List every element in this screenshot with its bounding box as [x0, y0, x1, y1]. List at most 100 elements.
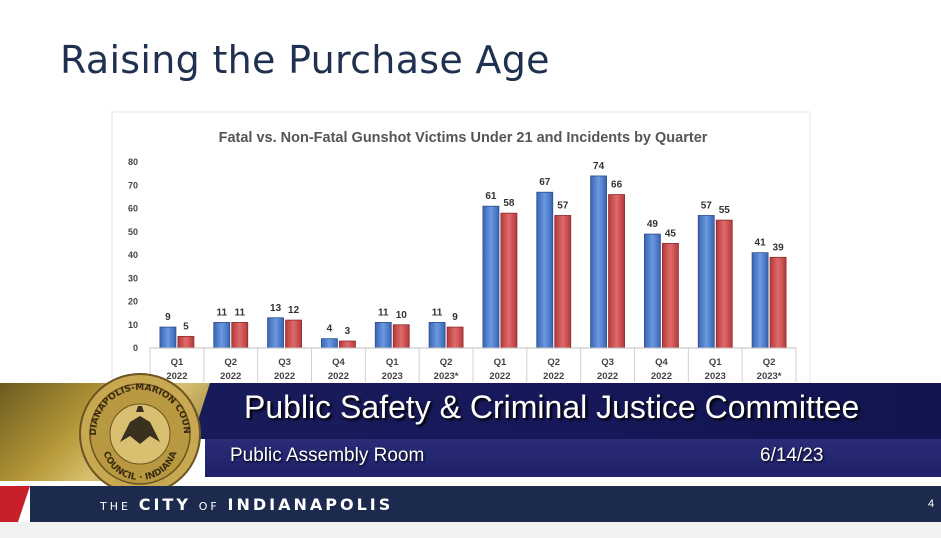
date-label: 6/14/23	[760, 445, 824, 466]
y-tick-label: 10	[128, 320, 138, 330]
bar-red	[177, 335, 195, 349]
data-label: 66	[611, 180, 623, 191]
room-label: Public Assembly Room	[230, 445, 425, 466]
wordmark-city: CITY	[138, 495, 191, 514]
data-label: 11	[378, 307, 389, 318]
x-tick-label-quarter: Q2	[547, 357, 560, 368]
bar-red	[662, 242, 679, 349]
y-tick-label: 20	[128, 297, 138, 307]
x-tick-label-quarter: Q2	[440, 357, 453, 368]
data-label: 5	[183, 321, 189, 332]
y-tick-label: 30	[128, 273, 138, 283]
bar-red	[392, 324, 410, 349]
x-tick-label-quarter: Q2	[763, 357, 776, 368]
bar-blue	[482, 205, 500, 349]
data-label: 12	[288, 305, 300, 316]
x-tick-label-quarter: Q1	[171, 357, 184, 368]
data-label: 11	[234, 307, 245, 318]
bar-red	[339, 340, 356, 349]
data-label: 57	[701, 200, 713, 211]
bars	[159, 175, 787, 349]
bar-red	[715, 219, 733, 349]
banner-bottom-band	[205, 439, 941, 477]
x-tick-label-quarter: Q1	[494, 357, 507, 368]
bar-red	[285, 319, 302, 349]
y-tick-label: 40	[128, 250, 138, 260]
footer-bar	[30, 486, 941, 522]
bar-red	[446, 326, 464, 349]
x-tick-label-year: 2023*	[434, 371, 459, 382]
bar-blue	[321, 338, 338, 349]
x-tick-label-year: 2023	[705, 371, 726, 382]
x-tick-label-year: 2022	[220, 371, 241, 382]
bar-blue	[159, 326, 177, 349]
data-label: 11	[432, 307, 443, 318]
bar-red	[231, 322, 249, 349]
bar-labels: 9 11 13 4 11 11 61 67 74 49 57 41 5 11 12 3 10 9 58 57 66 45 5…	[165, 161, 784, 337]
data-label: 11	[216, 307, 227, 318]
bar-blue	[374, 322, 392, 349]
data-label: 74	[593, 161, 605, 172]
x-tick-label-quarter: Q4	[332, 357, 345, 368]
slide-title: Raising the Purchase Age	[60, 38, 550, 82]
x-tick-label-year: 2022	[489, 371, 510, 382]
bar-chart: Fatal vs. Non-Fatal Gunshot Victims Unde…	[111, 111, 811, 400]
data-label: 39	[773, 242, 785, 253]
bar-blue	[644, 233, 661, 349]
wordmark-of: OF	[198, 500, 220, 513]
data-label: 10	[396, 310, 408, 321]
data-label: 41	[755, 238, 767, 249]
y-tick-label: 60	[128, 204, 138, 214]
bar-red	[554, 215, 572, 349]
data-label: 49	[647, 219, 659, 230]
data-label: 3	[345, 326, 351, 337]
data-label: 67	[539, 177, 551, 188]
x-tick-label-year: 2022	[543, 371, 564, 382]
x-tick-label-quarter: Q1	[709, 357, 722, 368]
wordmark-indianapolis: INDIANAPOLIS	[227, 495, 394, 514]
bar-blue	[213, 322, 231, 349]
data-label: 9	[452, 312, 458, 323]
y-axis: 0 10 20 30 40 50 60 70 80	[128, 157, 138, 353]
bar-blue	[697, 215, 715, 349]
data-label: 4	[327, 324, 333, 335]
x-tick-label-year: 2022	[651, 371, 672, 382]
bar-blue	[428, 322, 446, 349]
bar-blue	[590, 175, 607, 349]
city-wordmark: THE CITY OF INDIANAPOLIS	[100, 495, 393, 514]
bar-blue	[267, 317, 284, 349]
bar-blue	[751, 252, 769, 349]
x-axis: Q1 2022 Q2 2022 Q3 2022 Q4 2022 Q1 2023 Q2 2023* Q1 2…	[149, 347, 797, 382]
bottom-strip	[0, 522, 941, 538]
page-number: 4	[928, 498, 935, 510]
data-label: 58	[503, 198, 515, 209]
data-label: 57	[557, 200, 569, 211]
x-tick-label-year: 2022	[328, 371, 349, 382]
x-tick-label-year: 2022	[274, 371, 295, 382]
wordmark-the: THE	[100, 500, 131, 513]
chart-title: Fatal vs. Non-Fatal Gunshot Victims Unde…	[219, 130, 708, 146]
x-tick-label-year: 2023*	[757, 371, 782, 382]
y-tick-label: 80	[128, 157, 138, 167]
bar-red	[500, 212, 518, 349]
y-tick-label: 0	[133, 343, 138, 353]
x-tick-label-year: 2022	[166, 371, 187, 382]
x-tick-label-quarter: Q2	[224, 357, 237, 368]
committee-title: Public Safety & Criminal Justice Committ…	[244, 389, 860, 425]
x-tick-label-quarter: Q1	[386, 357, 399, 368]
chart-frame	[111, 111, 811, 400]
x-tick-label-year: 2023	[382, 371, 403, 382]
data-label: 45	[665, 228, 677, 239]
x-tick-label-quarter: Q3	[278, 357, 291, 368]
data-label: 55	[719, 205, 731, 216]
committee-banner: Public Safety & Criminal Justice Committ…	[0, 383, 941, 481]
bar-blue	[536, 191, 554, 349]
x-tick-label-quarter: Q3	[601, 357, 614, 368]
y-tick-label: 70	[128, 180, 138, 190]
x-tick-label-quarter: Q4	[655, 357, 668, 368]
council-seal-icon: INDIANAPOLIS-MARION COUNTY COUNCIL · IND…	[78, 372, 201, 495]
bar-red	[769, 256, 787, 349]
x-tick-label-year: 2022	[597, 371, 618, 382]
bar-red	[608, 194, 625, 349]
data-label: 9	[165, 312, 171, 323]
